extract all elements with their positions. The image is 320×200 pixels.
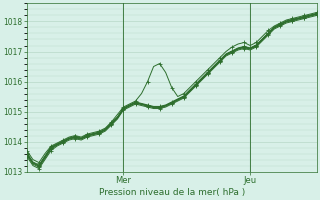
X-axis label: Pression niveau de la mer( hPa ): Pression niveau de la mer( hPa ) <box>99 188 245 197</box>
